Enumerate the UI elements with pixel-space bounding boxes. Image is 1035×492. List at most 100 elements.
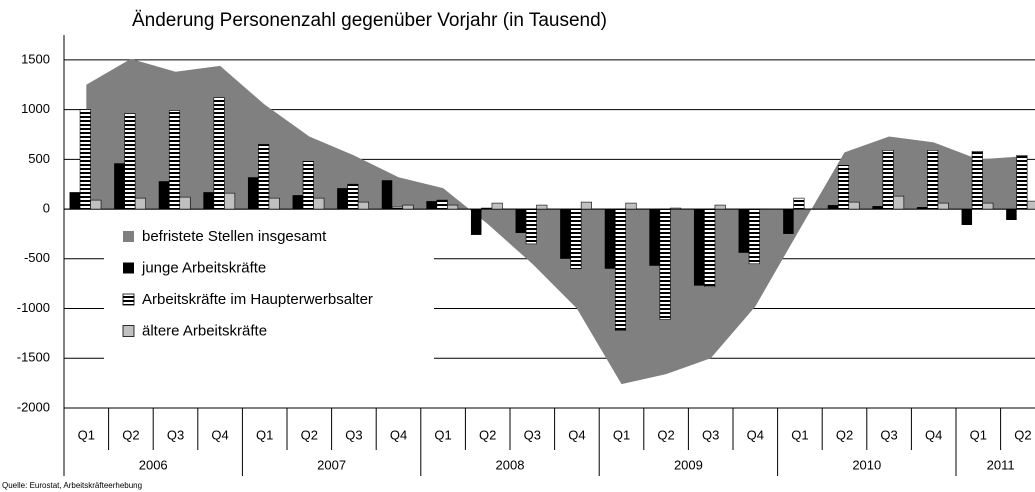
bar [659, 208, 671, 320]
bar [357, 201, 369, 210]
legend-swatch [123, 231, 134, 242]
bar [525, 208, 537, 245]
x-tick-label: Q1 [791, 427, 808, 442]
x-tick-label: Q2 [836, 427, 853, 442]
bar [670, 207, 682, 210]
bar [982, 202, 994, 210]
x-tick-label: Q2 [657, 427, 674, 442]
year-label: 2010 [852, 457, 881, 472]
y-tick-label: -500 [24, 250, 50, 265]
bar [515, 209, 527, 233]
bar [447, 204, 459, 210]
bar [90, 199, 102, 210]
x-tick-label: Q1 [613, 427, 630, 442]
bar [347, 183, 359, 210]
bar [302, 161, 314, 210]
y-tick-label: 500 [28, 151, 50, 166]
source-note: Quelle: Eurostat, Arbeitskräfteerhebung [2, 481, 142, 490]
bar [1006, 209, 1017, 221]
legend-swatch [122, 293, 135, 306]
bar [738, 209, 750, 253]
legend-swatch [122, 325, 135, 337]
legend-label: befristete Stellen insgesamt [142, 228, 327, 245]
bar [693, 209, 705, 286]
bar [470, 209, 482, 235]
bar [704, 208, 716, 287]
x-tick-label: Q2 [1014, 427, 1031, 442]
bar [560, 209, 571, 259]
year-label: 2011 [987, 457, 1015, 472]
x-tick-label: Q1 [434, 427, 451, 442]
bar [882, 150, 894, 210]
bar [168, 110, 181, 210]
x-tick-label: Q1 [970, 427, 987, 442]
bar [124, 113, 136, 210]
bar [872, 206, 883, 210]
bar [649, 209, 660, 266]
bar [893, 195, 905, 210]
legend-label: junge Arbeitskräfte [141, 259, 266, 276]
legend-box [104, 222, 434, 380]
bar [1016, 155, 1028, 210]
legend-label: Arbeitskräfte im Haupterwerbsalter [142, 291, 373, 308]
year-label: 2006 [139, 457, 168, 472]
bar [313, 197, 325, 210]
bar [570, 208, 582, 270]
area [86, 58, 1023, 385]
y-tick-label: 1000 [21, 101, 50, 116]
x-tick-label: Q2 [301, 427, 318, 442]
bar [827, 205, 839, 210]
x-tick-label: Q1 [256, 427, 273, 442]
bar [426, 201, 437, 210]
year-label: 2009 [674, 457, 703, 472]
bar [848, 201, 860, 210]
x-tick-label: Q3 [702, 427, 719, 442]
y-tick-label: -1000 [17, 300, 50, 315]
bar [793, 197, 805, 210]
x-tick-label: Q2 [122, 427, 139, 442]
x-tick-label: Q4 [925, 427, 942, 442]
bar [258, 144, 270, 210]
bar [268, 197, 280, 210]
x-tick-label: Q3 [524, 427, 541, 442]
bar [714, 204, 726, 210]
bar [158, 181, 170, 210]
x-tick-label: Q4 [390, 427, 407, 442]
year-label: 2008 [496, 457, 525, 472]
x-tick-label: Q4 [211, 427, 228, 442]
bar [491, 202, 503, 210]
bar [481, 207, 493, 210]
bar [213, 97, 225, 210]
bar [614, 208, 627, 331]
bar [203, 192, 214, 210]
x-tick-label: Q3 [345, 427, 362, 442]
legend-swatch [123, 262, 134, 274]
bar [916, 207, 928, 210]
x-tick-label: Q4 [568, 427, 585, 442]
bar [625, 202, 637, 210]
bar [79, 109, 91, 210]
bar [1026, 200, 1035, 210]
y-tick-label: 1500 [21, 51, 50, 66]
bar [971, 151, 983, 210]
bar [391, 206, 404, 210]
year-label: 2007 [317, 457, 346, 472]
x-tick-label: Q2 [479, 427, 496, 442]
x-tick-label: Q3 [167, 427, 184, 442]
bar [402, 204, 414, 210]
bar [224, 192, 236, 210]
y-tick-label: -1500 [17, 350, 50, 365]
bar [337, 188, 348, 210]
bar [604, 209, 616, 269]
y-tick-label: -2000 [17, 399, 50, 414]
bar [69, 192, 81, 210]
bar [961, 209, 973, 225]
bar [937, 202, 949, 210]
bar [381, 180, 393, 210]
chart-title: Änderung Personenzahl gegenüber Vorjahr … [132, 10, 607, 31]
bar [580, 201, 592, 210]
bar [179, 196, 191, 210]
x-tick-label: Q3 [880, 427, 897, 442]
bar [114, 163, 125, 210]
bar [436, 199, 448, 210]
